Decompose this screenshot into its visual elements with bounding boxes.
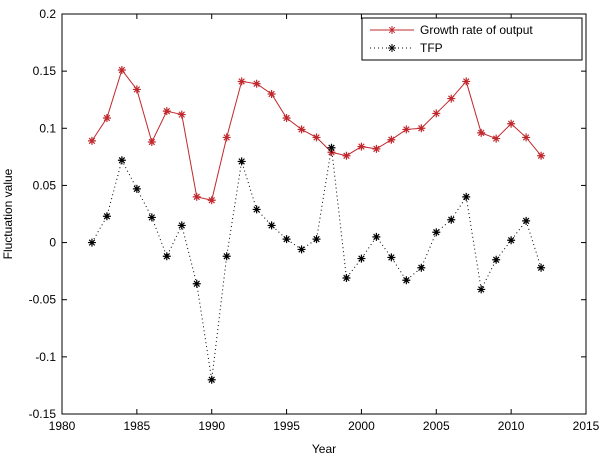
- data-point: [417, 124, 426, 133]
- data-point: [387, 135, 396, 144]
- x-tick-label: 1985: [124, 419, 151, 433]
- data-point: [357, 254, 366, 263]
- x-tick-label: 2000: [348, 419, 375, 433]
- legend-marker: [388, 44, 396, 52]
- data-point: [102, 212, 111, 221]
- data-point: [537, 263, 546, 272]
- data-point: [522, 133, 531, 142]
- data-point: [237, 77, 246, 86]
- data-point: [117, 66, 126, 74]
- x-axis-label: Year: [312, 442, 336, 456]
- data-point: [162, 107, 171, 116]
- data-point: [492, 255, 501, 264]
- data-point: [342, 151, 351, 160]
- data-point: [207, 196, 216, 205]
- legend-box: [361, 17, 583, 61]
- y-tick-label: 0.15: [33, 64, 57, 78]
- data-point: [492, 134, 501, 143]
- data-point: [357, 142, 366, 151]
- data-point: [297, 125, 306, 134]
- data-point: [477, 128, 486, 137]
- data-point: [87, 238, 96, 247]
- legend-marker: [388, 26, 396, 34]
- data-point: [417, 263, 426, 272]
- data-point: [327, 143, 336, 152]
- x-tick-label: 1995: [273, 419, 300, 433]
- data-point: [402, 125, 411, 134]
- data-point: [222, 133, 231, 142]
- y-tick-label: 0: [49, 236, 56, 250]
- y-tick-label: -0.1: [35, 350, 56, 364]
- data-point: [162, 252, 171, 261]
- data-point: [282, 235, 291, 244]
- data-point: [177, 110, 186, 119]
- data-point: [522, 216, 531, 225]
- data-point: [447, 94, 456, 103]
- data-point: [432, 228, 441, 237]
- x-tick-label: 2005: [423, 419, 450, 433]
- data-point: [372, 232, 381, 241]
- data-point: [267, 221, 276, 230]
- data-point: [177, 221, 186, 230]
- data-point: [102, 114, 111, 122]
- y-tick-label: -0.05: [29, 293, 57, 307]
- data-point: [267, 90, 276, 98]
- legend-label: Growth rate of output: [420, 23, 533, 37]
- data-point: [462, 77, 471, 86]
- data-point: [222, 252, 231, 261]
- plot-frame: [61, 13, 587, 415]
- data-point: [507, 119, 516, 128]
- y-tick-label: 0.2: [39, 7, 56, 21]
- data-point: [87, 136, 96, 145]
- y-tick-label: -0.15: [29, 407, 57, 421]
- data-point: [447, 215, 456, 224]
- data-point: [147, 138, 156, 146]
- data-point: [282, 114, 291, 122]
- data-point: [312, 133, 321, 142]
- legend-label: TFP: [420, 41, 443, 55]
- data-point: [312, 235, 321, 244]
- data-point: [327, 148, 336, 157]
- y-tick-label: 0.1: [39, 121, 56, 135]
- data-point: [207, 375, 216, 384]
- data-point: [432, 109, 441, 118]
- data-point: [462, 192, 471, 201]
- data-point: [147, 213, 156, 222]
- y-tick-label: 0.05: [33, 178, 57, 192]
- data-point: [252, 79, 261, 88]
- data-point: [132, 184, 141, 193]
- x-tick-label: 1990: [198, 419, 225, 433]
- data-point: [537, 151, 546, 160]
- x-tick-label: 2010: [498, 419, 525, 433]
- data-point: [387, 253, 396, 262]
- data-point: [192, 192, 201, 201]
- data-point: [237, 157, 246, 166]
- data-point: [297, 245, 306, 254]
- data-point: [342, 274, 351, 282]
- data-point: [477, 285, 486, 294]
- data-point: [192, 279, 201, 288]
- data-point: [117, 156, 126, 165]
- data-point: [252, 205, 261, 214]
- y-axis-label: Fluctuation value: [1, 168, 15, 259]
- data-point: [372, 144, 381, 153]
- x-tick-label: 1980: [49, 419, 76, 433]
- x-tick-label: 2015: [573, 419, 600, 433]
- data-point: [132, 85, 141, 94]
- data-point: [402, 276, 411, 285]
- data-point: [507, 236, 516, 245]
